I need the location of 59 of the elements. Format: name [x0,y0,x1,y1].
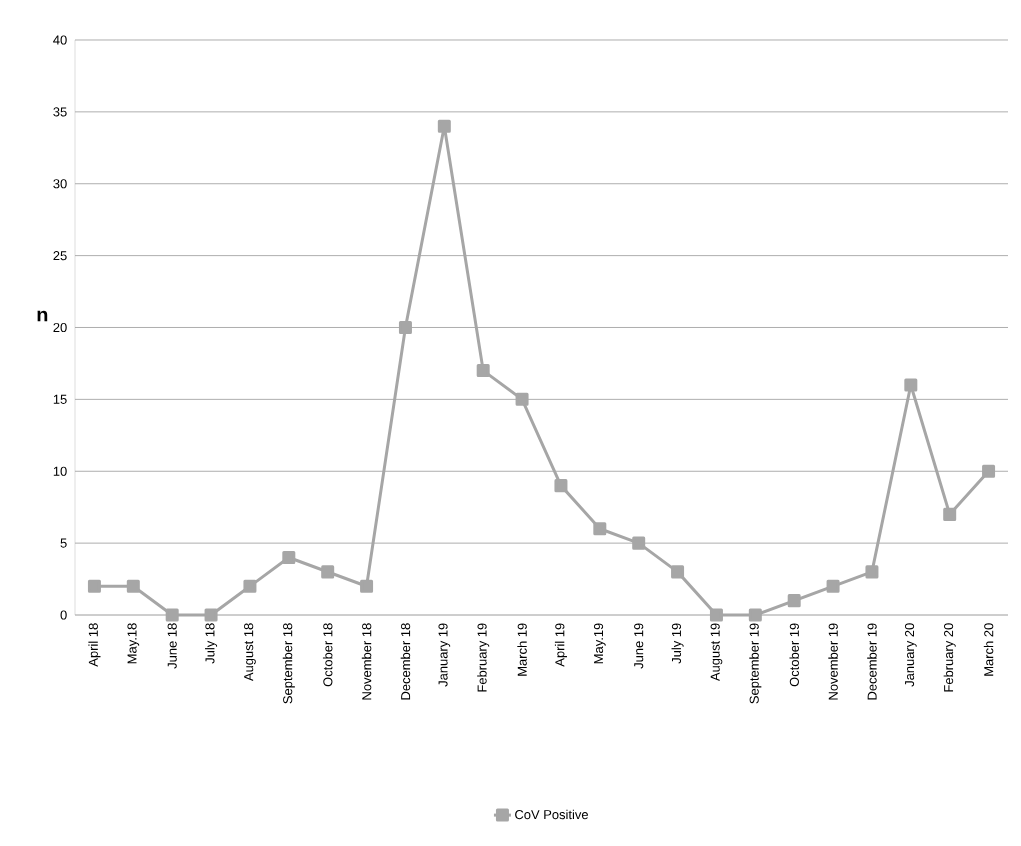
x-tick-label: March 20 [983,623,994,676]
x-tick-label: May.19 [593,623,606,664]
y-tick-label: 35 [53,107,67,117]
x-tick-label: November 19 [828,623,838,700]
point [982,464,996,478]
point [943,507,957,521]
x-tick-label: July 18 [205,623,218,664]
y-tick-label: 15 [53,394,67,404]
x-tick-label: February 19 [477,623,490,692]
point [243,579,257,593]
x-tick-label: March 19 [517,623,527,676]
x-tick-label: July 19 [671,623,684,664]
point [204,608,218,622]
y-tick-label: 10 [53,466,67,476]
point [282,551,296,564]
point [671,565,685,579]
x-tick-label: January 20 [904,623,917,687]
point [398,321,412,334]
point [593,522,607,536]
y-tick-label: 5 [60,538,67,548]
point [87,579,101,593]
point [865,565,879,579]
x-tick-label: April 19 [554,623,567,667]
x-tick-label: January 19 [438,623,451,687]
x-tick-label: May.18 [127,623,140,664]
point [126,579,140,593]
x-tick-label: December 19 [867,623,877,700]
y-axis-title: n [37,310,48,322]
x-tick-label: February 20 [943,623,956,692]
point [904,378,918,392]
x-tick-label: August 19 [710,623,723,682]
x-tick-label: October 18 [322,623,333,687]
x-tick-label: August 18 [244,623,256,682]
y-tick-label: 40 [53,35,67,45]
x-tick-label: September 19 [749,623,762,704]
x-tick-label: June 19 [634,623,644,669]
x-tick-label: April 18 [88,623,101,667]
point [476,364,490,378]
y-tick-label: 30 [53,179,67,189]
x-tick-label: October 19 [789,623,799,687]
point [360,579,374,593]
legend-label: CoV Positive [515,809,588,820]
x-tick-label: September 18 [282,623,295,704]
point [554,479,568,493]
x-tick-label: June 18 [167,623,177,669]
y-tick-label: 0 [60,610,67,620]
point [515,392,529,406]
point [748,608,762,622]
point [437,119,451,133]
y-tick-label: 20 [53,322,67,333]
point [826,579,840,593]
point [787,594,801,608]
x-tick-label: December 18 [400,623,411,700]
point [321,565,335,579]
y-tick-label: 25 [53,251,67,261]
x-tick-label: November 18 [361,623,372,700]
point [632,536,646,550]
point [709,608,723,622]
point [165,608,179,622]
